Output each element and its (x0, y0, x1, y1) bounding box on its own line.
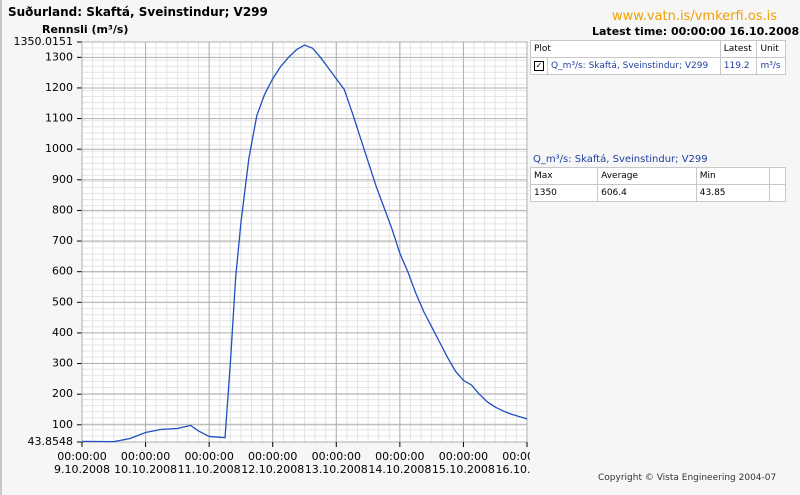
url[interactable]: www.vatn.is/vmkerfi.os.is (612, 9, 778, 24)
chart: 43.8548 100 200 300 400 500 600 700 800 900 1000 11… (0, 0, 530, 495)
x-tick-time: 00:00:00 (57, 450, 106, 463)
header-cell: Latest (719, 40, 758, 58)
y-tick-label: 900 (52, 173, 73, 186)
y-tick-label: 400 (52, 326, 73, 339)
checkbox[interactable]: ✓ (534, 61, 544, 71)
stats-table: Max Average Min 1350 606.4 43.85 (529, 167, 786, 202)
x-tick-time: 00:00:00 (248, 450, 297, 463)
y-tick-label: 43.8548 (28, 435, 74, 448)
latest-time: Latest time: 00:00:00 16.10.2008 (592, 25, 800, 38)
stats-title: Q_m³/s: Skaftá, Sveinstindur; V299 (533, 154, 708, 165)
y-tick-label: 1000 (45, 142, 73, 155)
y-tick-label: 800 (52, 203, 73, 216)
x-tick-date: 9.10.2008 (54, 463, 110, 476)
x-tick-time: 00:00:00 (184, 450, 233, 463)
y-tick-label: 700 (52, 234, 73, 247)
header-cell: Min (695, 167, 771, 185)
stat-cell: 43.85 (695, 184, 771, 202)
latest-value: 119.2 (719, 57, 758, 75)
footer: Copyright © Vista Engineering 2004-07 (598, 473, 777, 483)
y-tick-label: 600 (52, 265, 73, 278)
x-tick-date: 11.10.2008 (178, 463, 241, 476)
x-tick-date: 15.10.2008 (432, 463, 495, 476)
header-cell: Average (597, 167, 697, 185)
header-cell: Max (529, 167, 599, 185)
data-line (81, 44, 528, 443)
header-cell: Plot (530, 40, 721, 58)
series-name: Q_m³/s: Skaftá, Sveinstindur; V299 (547, 57, 721, 75)
x-tick-time: 00:00:00 (121, 450, 170, 463)
x-tick-time: 00:00:00 (312, 450, 361, 463)
x-tick-time: 00:00:00 (502, 450, 530, 463)
legend-table: Plot Latest Unit ✓ Q_m³/s: Skaftá, Sveinsti… (530, 40, 786, 75)
y-tick-label: 200 (52, 387, 73, 400)
x-tick-date: 14.10.2008 (368, 463, 431, 476)
y-tick-label: 500 (52, 295, 73, 308)
stat-cell: 606.4 (597, 184, 697, 202)
title: Suðurland: Skaftá, Sveinstindur; V299 (8, 5, 268, 19)
stat-cell: 1350 (529, 184, 599, 202)
x-tick-date: 16.10.2008 (496, 463, 530, 476)
y-tick-label: 100 (52, 418, 73, 431)
unit: m³/s (756, 57, 786, 75)
x-tick-time: 00:00:00 (439, 450, 488, 463)
y-axis-label: Rennsli (m³/s) (42, 23, 129, 36)
x-tick-date: 12.10.2008 (241, 463, 304, 476)
x-tick-date: 13.10.2008 (305, 463, 368, 476)
header-cell: Unit (756, 40, 786, 58)
y-tick-label: 1100 (45, 112, 73, 125)
y-tick-label: 1350.0151 (14, 35, 74, 48)
y-tick-label: 300 (52, 357, 73, 370)
x-tick-date: 10.10.2008 (114, 463, 177, 476)
y-tick-label: 1300 (45, 50, 73, 63)
x-tick-time: 00:00:00 (375, 450, 424, 463)
y-tick-label: 1200 (45, 81, 73, 94)
